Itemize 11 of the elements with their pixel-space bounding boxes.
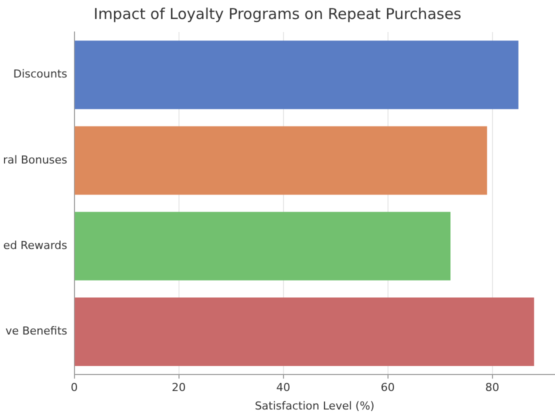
y-tick-label: ed Rewards <box>3 238 68 252</box>
y-tick-label: Discounts <box>13 68 68 81</box>
x-tick-label: 20 <box>172 381 186 394</box>
x-tick-label: 60 <box>380 381 395 394</box>
y-tick-label: ral Bonuses <box>3 153 68 166</box>
y-tick-label: ve Benefits <box>5 324 68 338</box>
x-axis-title: Satisfaction Level (%) <box>254 399 374 412</box>
x-tick-label: 0 <box>70 381 78 394</box>
x-tick-label: 40 <box>276 381 290 394</box>
chart-title: Impact of Loyalty Programs on Repeat Purchases <box>94 4 462 23</box>
x-tick-label: 80 <box>485 381 500 394</box>
